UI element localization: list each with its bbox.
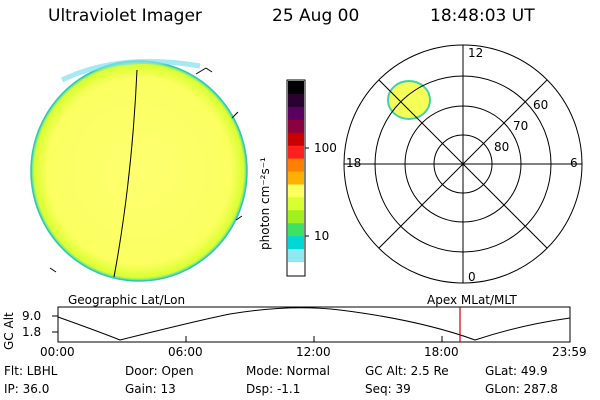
status-dsp: Dsp: -1.1 [246, 382, 301, 396]
status-seq: Seq: 39 [365, 382, 411, 396]
geographic-image [30, 58, 248, 282]
colorbar-tick-10: 10 [314, 229, 330, 243]
colorbar-band [288, 249, 304, 263]
colorbar-band [288, 236, 304, 250]
x-tick-1200: 12:00 [296, 345, 331, 359]
mlt-label-18: 18 [346, 156, 362, 170]
mlt-label-0: 0 [468, 270, 476, 284]
instrument-title: Ultraviolet Imager [48, 6, 202, 26]
y-tick-low: 1.8 [22, 325, 42, 339]
colorbar-band [288, 262, 304, 276]
status-ip: IP: 36.0 [4, 382, 50, 396]
colorbar-band [288, 106, 304, 121]
colorbar-band [288, 145, 304, 160]
date-label: 25 Aug 00 [272, 6, 360, 26]
lat-label-80: 80 [494, 140, 510, 154]
status-mode: Mode: Normal [246, 364, 330, 378]
colorbar-band [288, 119, 304, 134]
lat-label-60: 60 [533, 98, 549, 112]
mlt-label-12: 12 [468, 46, 484, 60]
x-tick-0600: 06:00 [168, 345, 203, 359]
timeline-left-title: Geographic Lat/Lon [68, 293, 186, 307]
colorbar-band [288, 81, 304, 95]
colorbar-band [288, 158, 304, 173]
time-label: 18:48:03 UT [430, 6, 535, 26]
status-gain: Gain: 13 [125, 382, 176, 396]
status-filter: Flt: LBHL [4, 364, 58, 378]
colorbar-band [288, 223, 304, 237]
altitude-curve [57, 307, 571, 341]
status-gc-alt: GC Alt: 2.5 Re [365, 364, 449, 378]
timeline-y-label: GC Alt [2, 312, 16, 350]
colorbar-tick-100: 100 [314, 141, 337, 155]
timeline-right-title: Apex MLat/MLT [427, 293, 517, 307]
y-tick-high: 9.0 [22, 309, 42, 323]
lat-label-70: 70 [513, 119, 529, 133]
colorbar [286, 79, 309, 277]
colorbar-band [288, 93, 304, 108]
colorbar-unit-label: photon cm⁻²s⁻¹ [258, 157, 272, 250]
x-tick-0000: 00:00 [40, 345, 75, 359]
status-glon: GLon: 287.8 [485, 382, 558, 396]
colorbar-band [288, 132, 304, 147]
polar-plot [343, 44, 583, 284]
status-door: Door: Open [125, 364, 194, 378]
colorbar-band [288, 210, 304, 224]
timeline-plot [52, 306, 571, 343]
terminator-line [113, 69, 138, 278]
x-tick-1800: 18:00 [424, 345, 459, 359]
x-tick-2359: 23:59 [552, 345, 587, 359]
colorbar-band [288, 197, 304, 211]
status-glat: GLat: 49.9 [485, 364, 548, 378]
mlt-label-6: 6 [570, 156, 578, 170]
auroral-patch [387, 80, 431, 120]
colorbar-band [288, 171, 304, 185]
colorbar-band [288, 184, 304, 198]
